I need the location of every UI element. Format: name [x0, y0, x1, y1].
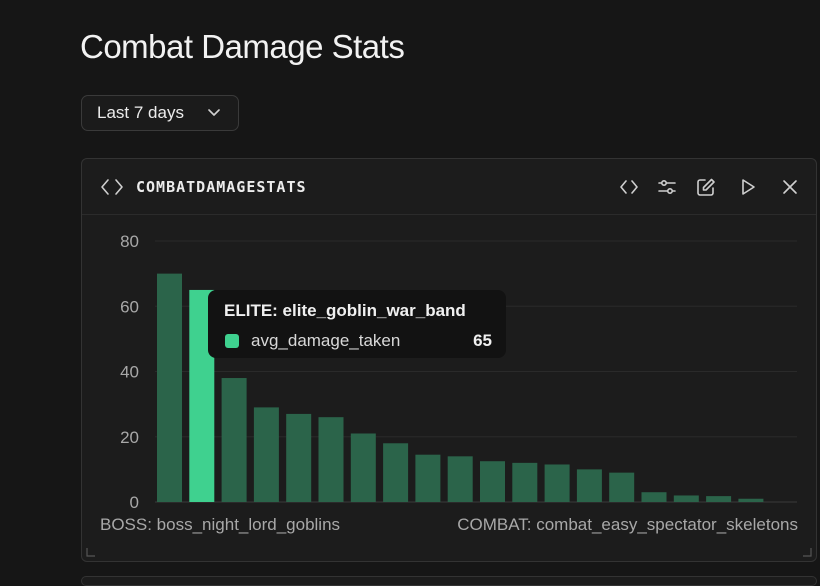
- play-icon[interactable]: [737, 176, 759, 198]
- next-panel-edge: [81, 576, 817, 586]
- chart-panel: COMBATDAMAGESTATS: [81, 158, 817, 562]
- panel-header: COMBATDAMAGESTATS: [82, 159, 816, 215]
- code-icon: [101, 179, 123, 195]
- resize-handle-icon[interactable]: [802, 547, 812, 557]
- page-title: Combat Damage Stats: [80, 28, 405, 65]
- close-icon[interactable]: [779, 176, 801, 198]
- tooltip-title: ELITE: elite_goblin_war_band: [224, 301, 466, 320]
- date-range-select[interactable]: Last 7 days: [81, 95, 239, 131]
- code-icon[interactable]: [618, 176, 640, 198]
- edit-icon[interactable]: [695, 176, 717, 198]
- tooltip-swatch: [225, 334, 239, 348]
- date-range-value: Last 7 days: [97, 103, 184, 122]
- tooltip-series-label: avg_damage_taken: [251, 331, 401, 350]
- panel-title: COMBATDAMAGESTATS: [136, 178, 307, 196]
- resize-corner-icon: [86, 548, 95, 557]
- tooltip-value: 65: [473, 331, 492, 350]
- chevron-down-icon: [208, 109, 220, 116]
- sliders-icon[interactable]: [656, 176, 678, 198]
- chart-tooltip: ELITE: elite_goblin_war_band avg_damage_…: [208, 290, 506, 358]
